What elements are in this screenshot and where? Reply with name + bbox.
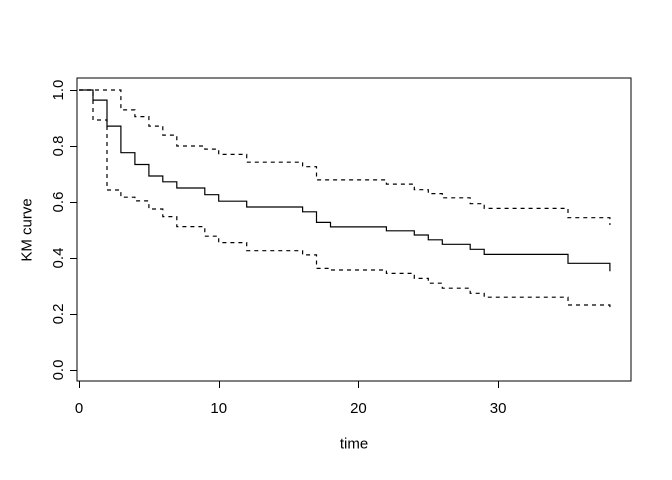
y-tick-label: 0.4 <box>50 248 67 269</box>
x-axis-label: time <box>339 435 369 453</box>
y-tick-label: 0.8 <box>50 136 67 157</box>
y-tick-label: 0.6 <box>50 192 67 213</box>
x-tick-label: 0 <box>75 400 83 417</box>
series-upper-95-ci <box>79 89 611 225</box>
series-lower-95-ci <box>79 89 611 311</box>
y-axis-label: KM curve <box>18 198 36 262</box>
x-tick-label: 20 <box>350 400 367 417</box>
x-tick-label: 10 <box>210 400 227 417</box>
plot-box <box>76 77 632 382</box>
y-tick-label: 0.0 <box>50 360 67 381</box>
x-tick-label: 30 <box>490 400 507 417</box>
series-km-estimate <box>79 89 611 272</box>
y-tick-label: 0.2 <box>50 304 67 325</box>
y-tick-label: 1.0 <box>50 80 67 101</box>
